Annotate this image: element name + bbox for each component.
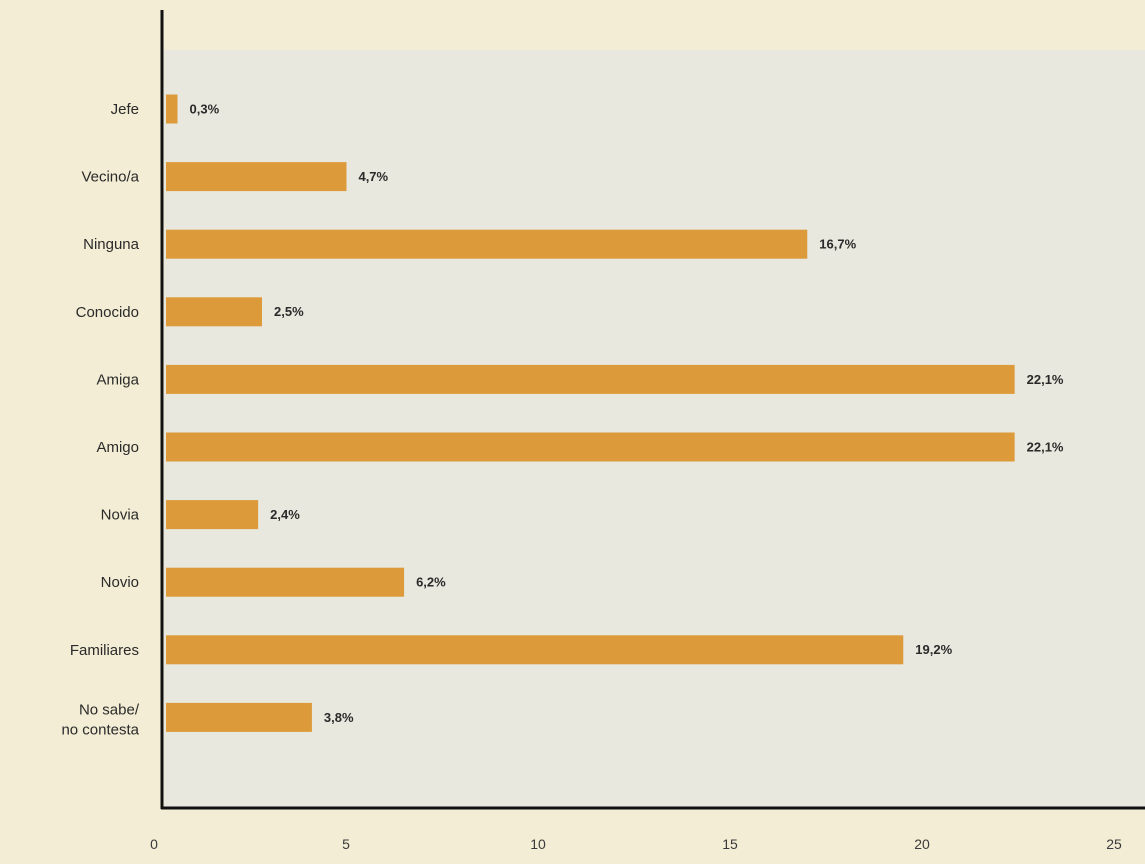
data-label-7: 6,2% [416, 575, 446, 590]
category-label-1: Vecino/a [81, 169, 139, 186]
category-label-3: Conocido [76, 304, 139, 321]
bar-6 [166, 500, 259, 530]
category-label-5: Amigo [96, 439, 139, 456]
bar-4 [166, 364, 1015, 394]
category-label-7: Novio [101, 574, 139, 591]
data-label-4: 22,1% [1027, 372, 1064, 387]
data-label-9: 3,8% [324, 710, 354, 725]
bars-layer: 0,3% Jefe 4,7% Vecino/a 16,7% Ninguna 2,5% Cono… [61, 94, 1064, 738]
bar-5 [166, 432, 1015, 462]
x-tick-label-0: 0 [150, 836, 158, 852]
x-tick-label-4: 20 [914, 836, 930, 852]
data-label-2: 16,7% [819, 237, 856, 252]
category-label-9: No sabe/no contesta [61, 701, 139, 738]
x-tick-label-2: 10 [530, 836, 546, 852]
x-tick-label-1: 5 [342, 836, 350, 852]
data-label-0: 0,3% [190, 101, 220, 116]
data-label-8: 19,2% [915, 642, 952, 657]
data-label-6: 2,4% [270, 507, 300, 522]
bar-8 [166, 635, 904, 665]
data-label-5: 22,1% [1027, 439, 1064, 454]
axes-layer: 0 5 10 15 20 25 [150, 10, 1145, 852]
bar-1 [166, 162, 347, 192]
bar-9 [166, 702, 312, 732]
category-label-4: Amiga [96, 371, 139, 388]
category-label-0: Jefe [111, 101, 139, 118]
bar-0 [166, 94, 178, 124]
category-label-2: Ninguna [83, 236, 140, 253]
bar-2 [166, 229, 808, 259]
bar-3 [166, 297, 262, 327]
category-label-6: Novia [101, 507, 140, 524]
data-label-1: 4,7% [358, 169, 388, 184]
x-tick-label-5: 25 [1106, 836, 1122, 852]
category-label-8: Familiares [70, 642, 139, 659]
x-tick-label-3: 15 [722, 836, 738, 852]
bar-7 [166, 567, 405, 597]
data-label-3: 2,5% [274, 304, 304, 319]
